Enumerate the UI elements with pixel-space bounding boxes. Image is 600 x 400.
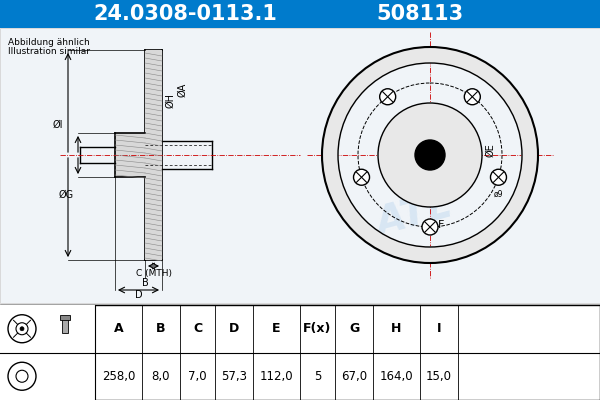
Bar — [0, 305, 95, 400]
Text: 508113: 508113 — [376, 4, 464, 24]
Circle shape — [422, 219, 438, 235]
Text: A: A — [113, 322, 124, 335]
Text: ø9: ø9 — [494, 189, 503, 198]
Text: 7,0: 7,0 — [188, 370, 207, 383]
Text: 258,0: 258,0 — [102, 370, 135, 383]
Circle shape — [427, 152, 433, 158]
Text: ØI: ØI — [53, 120, 63, 130]
Text: 24.0308-0113.1: 24.0308-0113.1 — [93, 4, 277, 24]
Text: 8,0: 8,0 — [152, 370, 170, 383]
Bar — [0, 28, 600, 303]
Text: 164,0: 164,0 — [380, 370, 413, 383]
Text: F: F — [438, 220, 445, 230]
Text: 67,0: 67,0 — [341, 370, 367, 383]
Circle shape — [490, 169, 506, 185]
Bar — [115, 133, 145, 177]
Text: F(x): F(x) — [304, 322, 332, 335]
Bar — [62, 319, 68, 333]
Text: ØA: ØA — [177, 83, 187, 97]
Text: D: D — [134, 290, 142, 300]
Text: ØE: ØE — [485, 143, 495, 157]
Text: ØH: ØH — [165, 92, 175, 108]
Circle shape — [378, 103, 482, 207]
Bar — [0, 305, 600, 400]
Bar — [145, 50, 162, 260]
Circle shape — [20, 327, 24, 331]
Bar — [0, 0, 600, 28]
Text: B: B — [142, 278, 148, 288]
Text: D: D — [229, 322, 239, 335]
Circle shape — [415, 140, 445, 170]
Circle shape — [380, 89, 395, 105]
Text: E: E — [272, 322, 281, 335]
Text: ØG: ØG — [59, 190, 74, 200]
Text: 5: 5 — [314, 370, 321, 383]
Circle shape — [353, 169, 370, 185]
Text: I: I — [437, 322, 441, 335]
Text: ATE: ATE — [372, 186, 458, 244]
Text: G: G — [349, 322, 359, 335]
Circle shape — [464, 89, 481, 105]
Text: 15,0: 15,0 — [426, 370, 452, 383]
Text: Abbildung ähnlich: Abbildung ähnlich — [8, 38, 90, 47]
Bar — [60, 315, 70, 320]
Text: H: H — [391, 322, 401, 335]
Text: B: B — [156, 322, 166, 335]
Text: C (MTH): C (MTH) — [136, 269, 172, 278]
Text: C: C — [193, 322, 202, 335]
Text: Illustration similar: Illustration similar — [8, 47, 90, 56]
Text: 112,0: 112,0 — [260, 370, 293, 383]
Text: 57,3: 57,3 — [221, 370, 247, 383]
